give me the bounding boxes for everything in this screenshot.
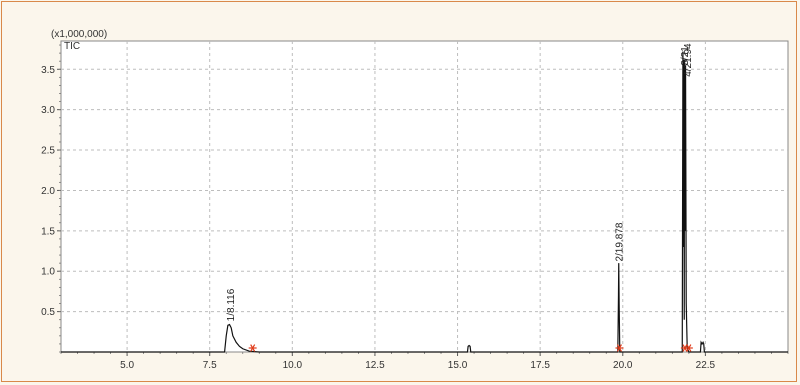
marker-stroke bbox=[686, 344, 692, 352]
integration-marker bbox=[615, 344, 624, 352]
tic-trace bbox=[61, 51, 788, 353]
y-tick-label: 2.5 bbox=[41, 146, 55, 157]
grid-lines bbox=[61, 41, 788, 352]
x-tick-label: 12.5 bbox=[365, 360, 385, 371]
y-tick-label: 1.0 bbox=[41, 267, 55, 278]
peak-labels: 1/8.116 2/19.878 3/21.4/21.94 bbox=[226, 43, 694, 321]
peak-label: 2/19.878 bbox=[615, 222, 626, 261]
x-tick-label: 22.5 bbox=[696, 360, 716, 371]
marker-stroke bbox=[250, 344, 256, 352]
x-tick-label: 15.0 bbox=[448, 360, 468, 371]
y-axis: 0.5 1.0 1.5 2.0 2.5 3.0 3.5 bbox=[41, 44, 61, 353]
y-tick-label: 3.0 bbox=[41, 105, 55, 116]
cluster-peak-label: 4/21.94 bbox=[683, 43, 694, 77]
x-tick-label: 20.0 bbox=[613, 360, 633, 371]
trace-label: TIC bbox=[64, 41, 80, 52]
x-tick-label: 7.5 bbox=[203, 360, 217, 371]
y-tick-label: 1.5 bbox=[41, 226, 55, 237]
x-tick-label: 5.0 bbox=[120, 360, 134, 371]
x-tick-label: 17.5 bbox=[530, 360, 550, 371]
plot-area bbox=[60, 40, 789, 353]
multiplier-label: (x1,000,000) bbox=[51, 29, 107, 40]
x-axis: 5.0 7.5 10.0 12.5 15.0 17.5 20.0 22.5 bbox=[60, 352, 789, 371]
cluster-peak-label: 3/21. bbox=[680, 43, 691, 65]
integration-marker bbox=[684, 344, 693, 352]
y-tick-label: 3.5 bbox=[41, 65, 55, 76]
integration-marker bbox=[248, 344, 257, 352]
integration-markers bbox=[248, 344, 693, 352]
marker-stroke bbox=[616, 344, 622, 352]
y-tick-label: 0.5 bbox=[41, 307, 55, 318]
x-tick-label: 10.0 bbox=[283, 360, 303, 371]
peak-label: 1/8.116 bbox=[226, 288, 237, 321]
y-tick-label: 2.0 bbox=[41, 186, 55, 197]
